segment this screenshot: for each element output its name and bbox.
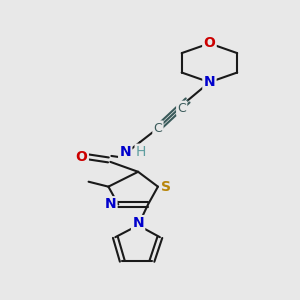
Text: N: N — [132, 216, 144, 230]
Text: N: N — [119, 145, 131, 159]
Text: O: O — [203, 36, 215, 50]
Text: N: N — [204, 75, 215, 89]
Text: H: H — [136, 145, 146, 159]
Text: O: O — [76, 150, 88, 164]
Text: C: C — [177, 102, 186, 115]
Text: N: N — [105, 197, 116, 212]
Text: C: C — [154, 122, 162, 135]
Text: S: S — [161, 180, 171, 194]
